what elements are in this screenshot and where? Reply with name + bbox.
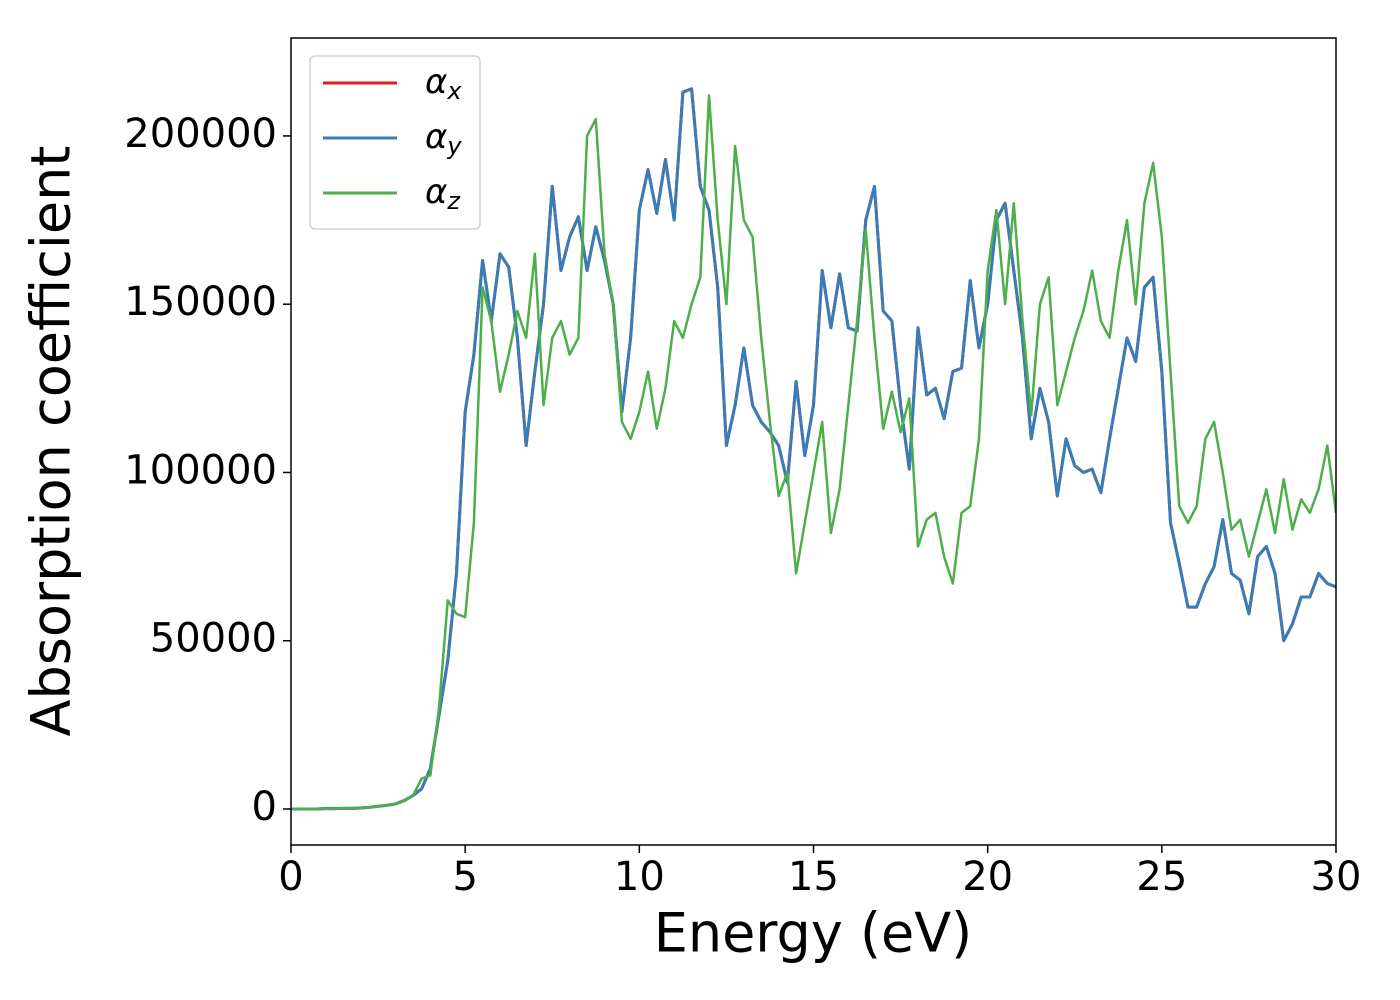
y-tick-label: 0	[252, 784, 277, 830]
series-line	[291, 94, 1336, 811]
x-tick-label: 25	[1136, 854, 1187, 900]
legend-box	[309, 55, 481, 230]
legend-label: αz	[425, 172, 461, 216]
series-line	[291, 87, 1336, 811]
y-axis-label: Absorption coefficient	[20, 146, 83, 737]
x-tick-label: 15	[788, 854, 839, 900]
x-tick-label: 10	[614, 854, 665, 900]
plot-frame	[290, 37, 1337, 846]
legend-label: αy	[425, 117, 462, 161]
x-axis-label: Energy (eV)	[654, 902, 973, 965]
x-tick-label: 30	[1311, 854, 1362, 900]
legend-label: αx	[425, 62, 462, 106]
y-tick-label: 150000	[124, 279, 277, 325]
x-tick-label: 20	[962, 854, 1013, 900]
y-tick-label: 100000	[124, 447, 277, 493]
plot	[291, 87, 1336, 811]
y-tick-label: 200000	[124, 111, 277, 157]
x-tick-label: 0	[278, 854, 303, 900]
y-tick-label: 50000	[150, 616, 277, 662]
x-tick-label: 5	[452, 854, 477, 900]
